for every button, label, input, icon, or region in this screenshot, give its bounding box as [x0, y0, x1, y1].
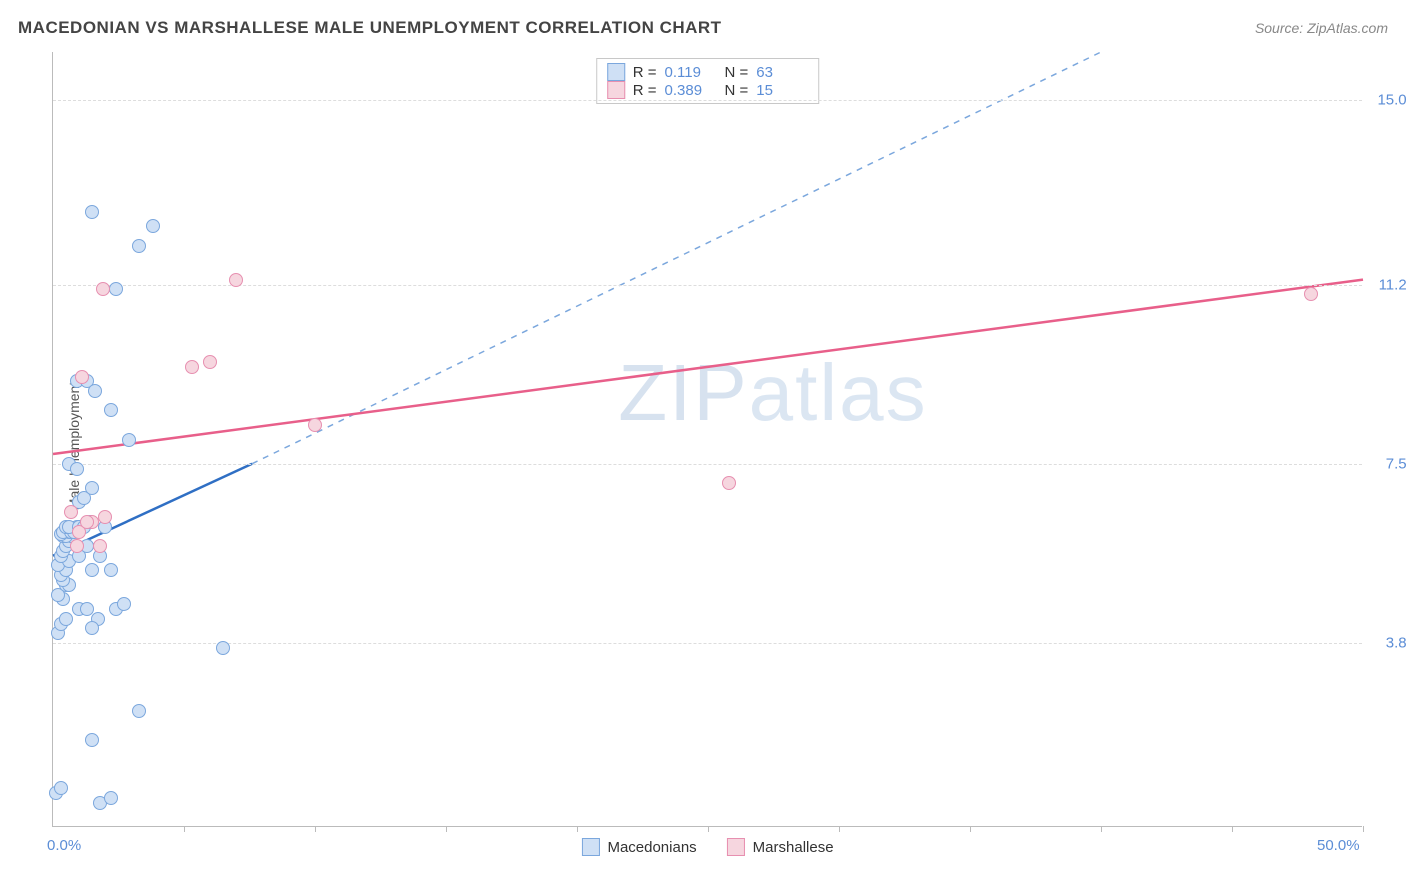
scatter-point — [104, 563, 118, 577]
scatter-point — [109, 282, 123, 296]
scatter-point — [146, 219, 160, 233]
scatter-plot-area: ZIPatlas R =0.119N =63R =0.389N =15 Mace… — [52, 52, 1362, 827]
scatter-point — [132, 704, 146, 718]
scatter-point — [64, 505, 78, 519]
scatter-point — [722, 476, 736, 490]
scatter-point — [216, 641, 230, 655]
source-attribution: Source: ZipAtlas.com — [1255, 20, 1388, 36]
scatter-point — [132, 239, 146, 253]
watermark: ZIPatlas — [618, 347, 927, 439]
scatter-point — [70, 539, 84, 553]
n-label: N = — [725, 64, 749, 81]
scatter-point — [104, 791, 118, 805]
watermark-thin: atlas — [749, 348, 928, 437]
n-value: 15 — [756, 82, 808, 99]
scatter-point — [203, 355, 217, 369]
y-tick-label: 15.0% — [1377, 92, 1406, 109]
scatter-point — [59, 612, 73, 626]
scatter-point — [75, 370, 89, 384]
gridline-horizontal — [53, 285, 1362, 286]
legend-swatch — [581, 838, 599, 856]
scatter-point — [98, 510, 112, 524]
x-tick-mark — [1101, 826, 1102, 832]
trend-lines-svg — [53, 52, 1362, 826]
scatter-point — [88, 384, 102, 398]
scatter-point — [85, 733, 99, 747]
r-label: R = — [633, 82, 657, 99]
y-tick-label: 7.5% — [1386, 455, 1406, 472]
x-tick-label: 0.0% — [47, 837, 81, 854]
legend-series-label: Marshallese — [753, 839, 834, 856]
correlation-legend: R = 0.119 N = 63 R = 0.389 N = 15 — [596, 58, 820, 104]
scatter-point — [70, 462, 84, 476]
scatter-point — [117, 597, 131, 611]
n-label: N = — [725, 82, 749, 99]
x-tick-mark — [708, 826, 709, 832]
chart-title: MACEDONIAN VS MARSHALLESE MALE UNEMPLOYM… — [18, 18, 722, 38]
legend-series-item: Marshallese — [727, 838, 834, 856]
y-tick-label: 11.2% — [1379, 276, 1406, 293]
scatter-point — [229, 273, 243, 287]
series-legend: Macedonians Marshallese — [581, 838, 833, 856]
scatter-point — [96, 282, 110, 296]
legend-swatch — [727, 838, 745, 856]
legend-series-label: Macedonians — [607, 839, 696, 856]
r-value: 0.389 — [665, 82, 717, 99]
x-tick-label: 50.0% — [1317, 837, 1360, 854]
trend-line-dashed — [252, 52, 1101, 464]
scatter-point — [122, 433, 136, 447]
scatter-point — [93, 539, 107, 553]
x-tick-mark — [970, 826, 971, 832]
trend-line — [53, 280, 1363, 454]
legend-stat-row: R = 0.389 N = 15 — [607, 81, 809, 99]
gridline-horizontal — [53, 100, 1362, 101]
x-tick-mark — [315, 826, 316, 832]
y-tick-label: 3.8% — [1386, 634, 1406, 651]
scatter-point — [104, 403, 118, 417]
watermark-bold: ZIP — [618, 348, 748, 437]
x-tick-mark — [839, 826, 840, 832]
scatter-point — [308, 418, 322, 432]
legend-series-item: Macedonians — [581, 838, 696, 856]
x-tick-mark — [1363, 826, 1364, 832]
legend-swatch — [607, 81, 625, 99]
r-value: 0.119 — [665, 64, 717, 81]
legend-stat-row: R = 0.119 N = 63 — [607, 63, 809, 81]
scatter-point — [85, 481, 99, 495]
x-tick-mark — [577, 826, 578, 832]
scatter-point — [54, 781, 68, 795]
scatter-point — [85, 621, 99, 635]
legend-swatch — [607, 63, 625, 81]
x-tick-mark — [184, 826, 185, 832]
scatter-point — [85, 563, 99, 577]
scatter-point — [1304, 287, 1318, 301]
gridline-horizontal — [53, 464, 1362, 465]
r-label: R = — [633, 64, 657, 81]
gridline-horizontal — [53, 643, 1362, 644]
x-tick-mark — [1232, 826, 1233, 832]
n-value: 63 — [756, 64, 808, 81]
x-tick-mark — [446, 826, 447, 832]
scatter-point — [80, 515, 94, 529]
scatter-point — [185, 360, 199, 374]
scatter-point — [85, 205, 99, 219]
